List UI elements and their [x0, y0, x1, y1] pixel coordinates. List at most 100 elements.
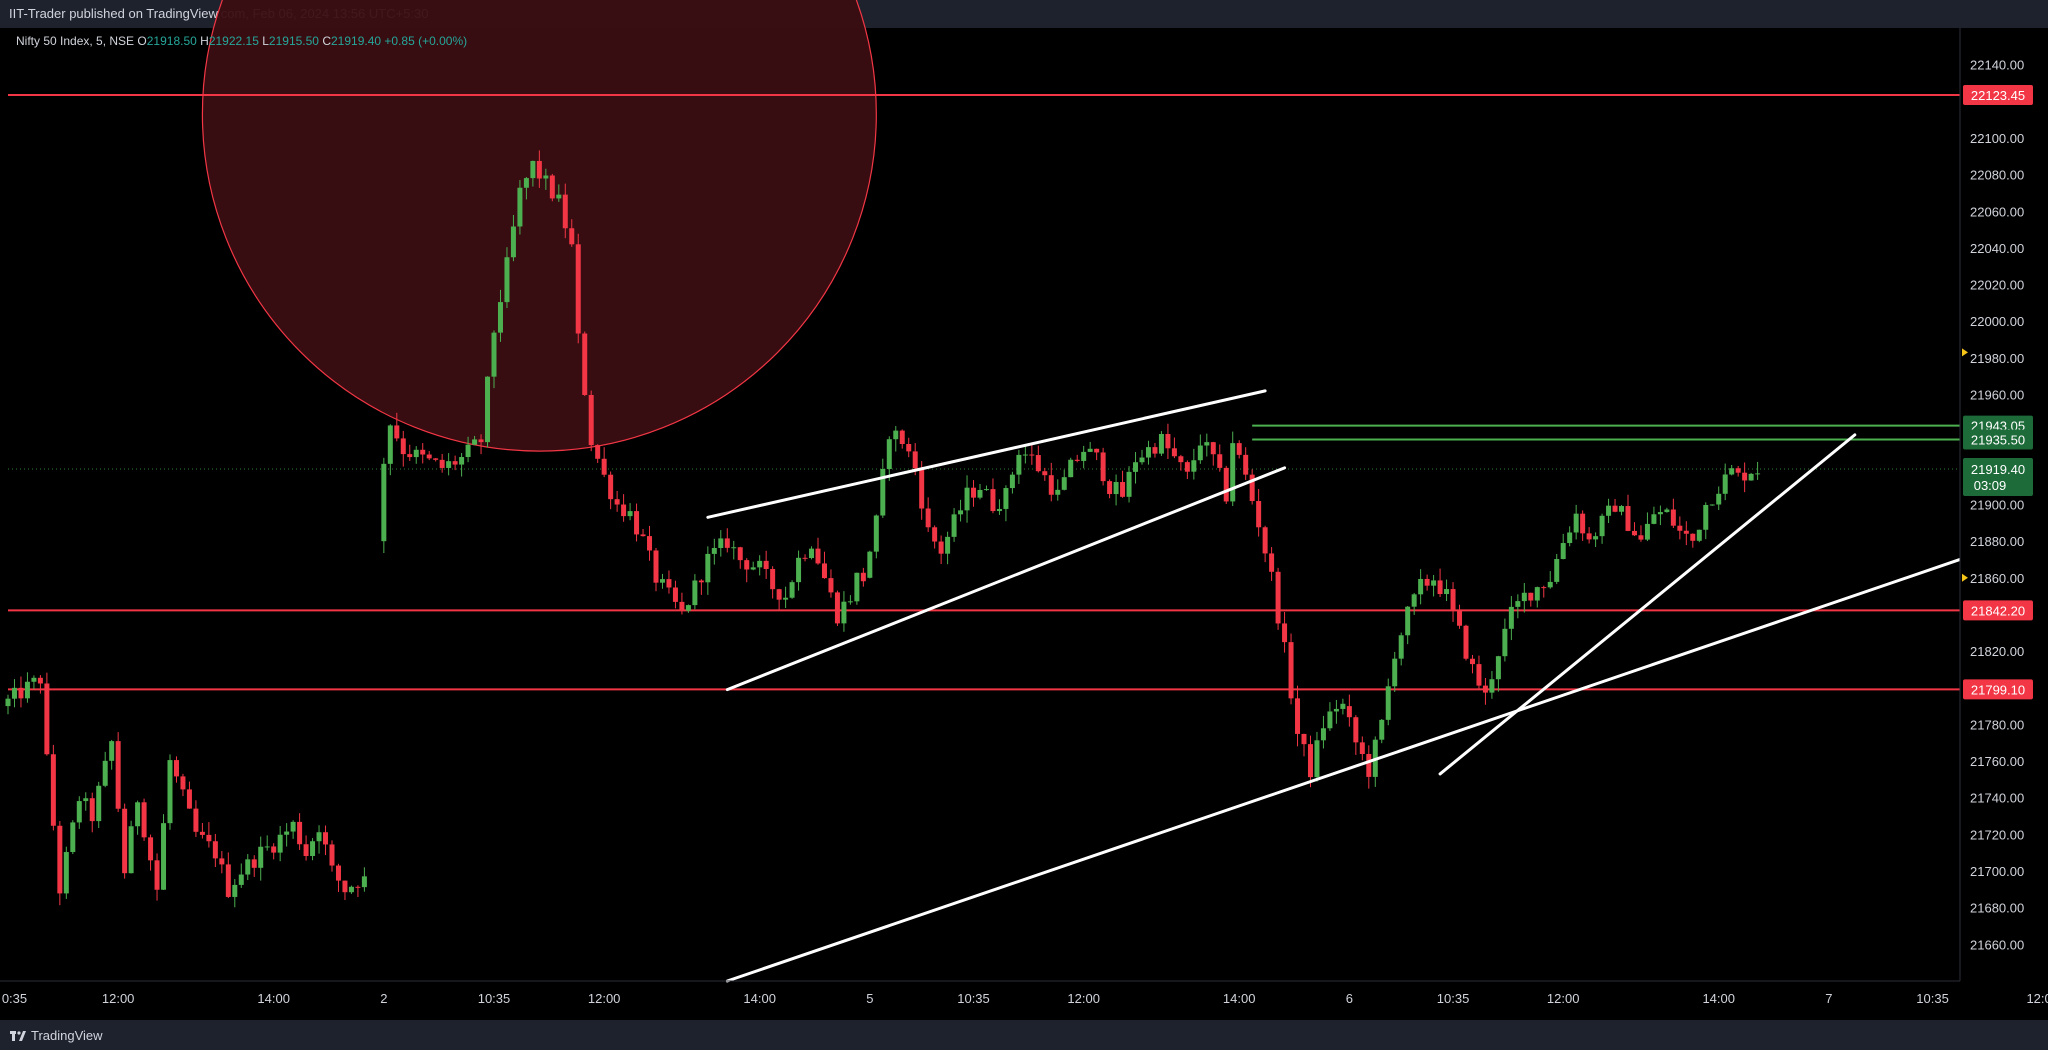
trendline — [725, 557, 1962, 983]
candle-body — [1016, 454, 1022, 475]
candle-body — [543, 175, 549, 179]
price-chart[interactable]: 22140.00 22100.00 22080.00 22060.00 22040.00… — [0, 0, 2048, 1020]
time-axis[interactable]: 0:35 12:00 14:00 2 10:35 12:00 14:00 5 10:35 12:0… — [2, 991, 2048, 1006]
price-tag-label: 21842.20 — [1971, 603, 2025, 618]
candle-body — [1437, 580, 1443, 595]
candle-body — [938, 541, 944, 554]
candle-body — [1703, 505, 1709, 530]
candle-body — [63, 852, 69, 894]
candle-body — [608, 474, 614, 500]
candle-body — [173, 760, 179, 777]
time-tick-label: 14:00 — [743, 991, 776, 1006]
price-axis-bg[interactable] — [1960, 28, 2048, 1020]
candle-body — [1184, 462, 1190, 472]
candle-body — [1755, 473, 1761, 475]
candle-body — [1133, 462, 1139, 472]
candle-body — [1560, 543, 1566, 560]
legend-symbol: Nifty 50 Index, 5, NSE — [16, 34, 135, 48]
candle-body — [1249, 474, 1255, 502]
candle-body — [1586, 533, 1592, 540]
candle-body — [711, 548, 717, 554]
candle-body — [31, 677, 37, 682]
candle-body — [1657, 512, 1663, 515]
tradingview-logo[interactable]: TradingView — [10, 1028, 103, 1043]
candle-body — [828, 578, 834, 593]
candle-body — [284, 831, 290, 835]
candle-body — [1081, 451, 1087, 461]
time-tick-label: 14:00 — [1223, 991, 1256, 1006]
candle-body — [1716, 493, 1722, 505]
candle-body — [387, 425, 393, 464]
candle-body — [1599, 515, 1605, 537]
price-tick-label: 22000.00 — [1970, 314, 2024, 329]
highlight-circle — [201, 0, 877, 452]
trendline — [725, 466, 1287, 692]
candle-body — [912, 451, 918, 469]
candle-body — [925, 508, 931, 528]
candle-body — [1573, 513, 1579, 533]
candle-body — [1469, 658, 1475, 665]
candle-body — [1191, 460, 1197, 472]
candle-body — [731, 547, 737, 549]
candle-body — [206, 834, 212, 842]
candle-body — [821, 563, 827, 579]
legend-open-label: O — [137, 34, 147, 48]
candle-body — [1346, 706, 1352, 718]
candle-body — [815, 548, 821, 564]
candle-body — [465, 444, 471, 458]
candle-body — [1022, 454, 1028, 456]
candle-body — [951, 514, 957, 537]
price-tick-label: 21660.00 — [1970, 937, 2024, 952]
candle-body — [271, 846, 277, 853]
candle-body — [796, 557, 802, 583]
candle-body — [718, 538, 724, 549]
candle-body — [1418, 578, 1424, 595]
candle-body — [1593, 536, 1599, 540]
candle-body — [1696, 529, 1702, 541]
candle-body — [640, 534, 646, 537]
candle-body — [122, 808, 128, 874]
candle-body — [1554, 559, 1560, 582]
time-tick-label: 14:00 — [1702, 991, 1735, 1006]
candle-body — [355, 886, 361, 888]
candle-body — [750, 567, 756, 570]
price-tag-label: 21799.10 — [1971, 682, 2025, 697]
candle-body — [834, 592, 840, 624]
candle-body — [1158, 434, 1164, 454]
candle-body — [1644, 523, 1650, 540]
candle-body — [459, 457, 465, 465]
candle-body — [789, 582, 795, 598]
candle-body — [549, 175, 555, 199]
candle-body — [277, 834, 283, 853]
candle-body — [562, 194, 568, 229]
candle-body — [1107, 481, 1113, 495]
candle-body — [1547, 581, 1553, 588]
candle-body — [1463, 625, 1469, 659]
time-tick-label: 10:35 — [1916, 991, 1949, 1006]
candle-body — [1139, 457, 1145, 463]
candle-body — [335, 865, 341, 881]
candle-body — [238, 874, 244, 885]
candle-body — [595, 445, 601, 459]
candle-body — [128, 826, 134, 874]
candle-body — [1262, 527, 1268, 554]
candle-body — [1528, 592, 1534, 601]
trendline — [706, 389, 1267, 519]
candle-body — [1087, 448, 1093, 452]
candle-body — [1424, 578, 1430, 586]
candle-body — [161, 823, 167, 890]
candle-body — [1457, 609, 1463, 626]
candle-body — [135, 802, 141, 827]
candle-body — [491, 332, 497, 377]
candle-body — [70, 822, 76, 853]
candle-body — [1035, 455, 1041, 472]
candle-body — [1385, 686, 1391, 720]
price-tick-label: 21820.00 — [1970, 644, 2024, 659]
price-tick-label: 21880.00 — [1970, 534, 2024, 549]
candle-body — [18, 687, 24, 699]
candle-body — [193, 808, 199, 832]
candle-body — [932, 527, 938, 542]
candle-body — [433, 458, 439, 460]
price-tick-label: 21740.00 — [1970, 791, 2024, 806]
candle-body — [692, 580, 698, 606]
